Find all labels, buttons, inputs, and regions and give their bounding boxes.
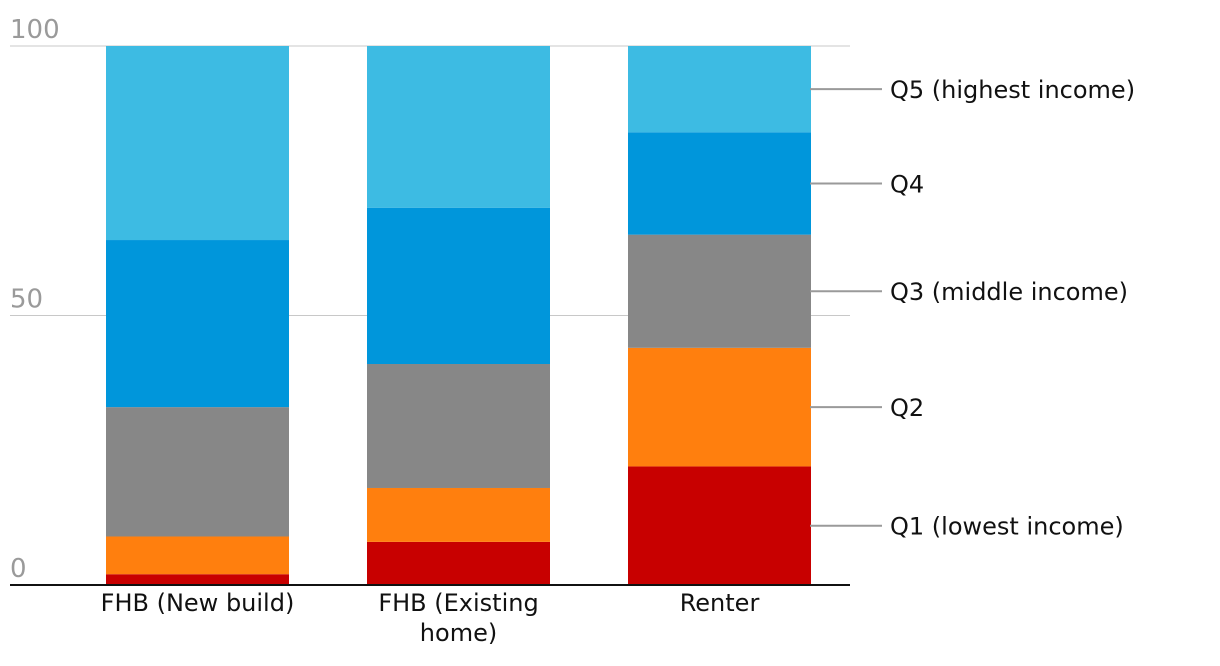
y-tick-label: 50: [10, 285, 43, 315]
bar-segment: [367, 207, 550, 365]
legend: Q1 (lowest income) Q2 Q3 (middle income) Q4…: [810, 76, 1135, 541]
bar-segment: [367, 46, 550, 208]
bar-segment: [106, 574, 289, 585]
category-labels: FHB (New build) FHB (Existing home) Renter: [101, 589, 760, 647]
bar-segment: [628, 234, 811, 348]
bar-segment: [367, 541, 550, 585]
legend-label: Q3 (middle income): [890, 278, 1128, 306]
bar-segment: [628, 46, 811, 133]
y-tick-label: 100: [10, 15, 60, 45]
y-tick-label: 0: [10, 554, 27, 584]
bar-segment: [106, 536, 289, 575]
bars: [106, 46, 811, 585]
bar-segment: [367, 487, 550, 542]
y-tick-labels: 0 50 100: [10, 15, 60, 584]
bar-segment: [106, 46, 289, 241]
bar-segment: [628, 132, 811, 235]
bar-segment: [628, 466, 811, 585]
legend-label: Q1 (lowest income): [890, 513, 1124, 541]
x-category-label: Renter: [680, 589, 760, 617]
bar-segment: [106, 407, 289, 537]
bar-segment: [367, 364, 550, 488]
bar-segment: [628, 347, 811, 467]
legend-label: Q2: [890, 394, 924, 422]
legend-label: Q4: [890, 170, 924, 198]
x-category-label: FHB (Existing home): [378, 589, 538, 647]
x-category-label: FHB (New build): [101, 589, 295, 617]
bar-segment: [106, 240, 289, 408]
legend-label: Q5 (highest income): [890, 76, 1135, 104]
